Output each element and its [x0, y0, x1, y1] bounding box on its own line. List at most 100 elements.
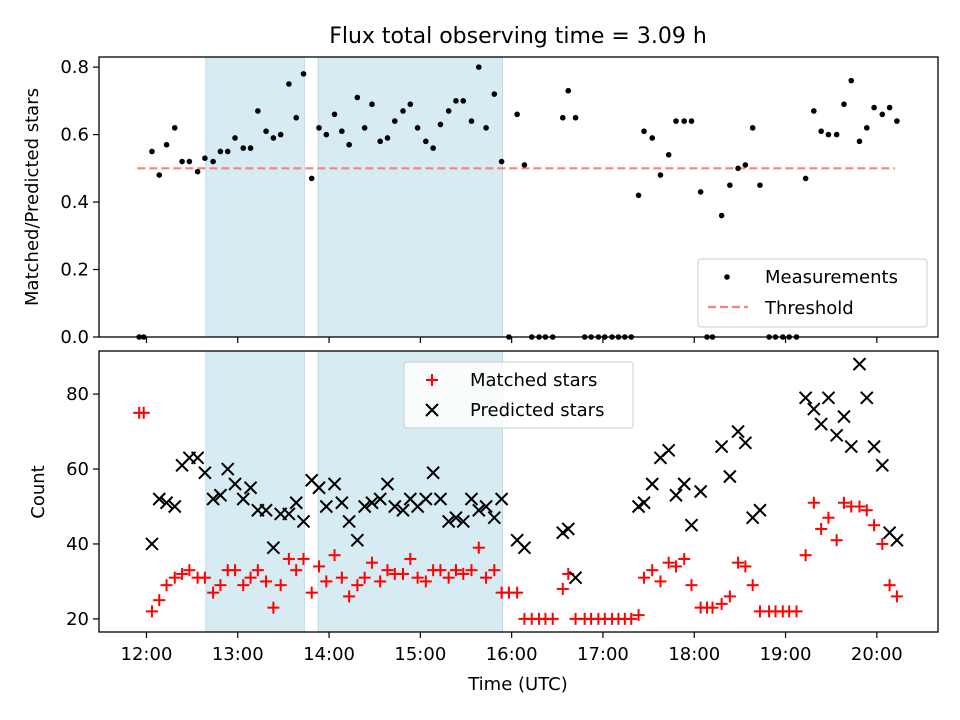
matched-star-point [404, 552, 417, 565]
measurement-point [521, 162, 528, 168]
matched-star-point [790, 605, 803, 618]
measurement-point [879, 111, 886, 118]
measurement-point [688, 118, 695, 124]
predicted-star-point [159, 496, 174, 510]
measurement-point [308, 175, 315, 182]
matched-star-point [365, 556, 378, 569]
predicted-star-point [373, 492, 387, 506]
bottom-panel-frame [98, 350, 939, 633]
measurement-point [886, 104, 893, 111]
predicted-star-point [875, 458, 890, 472]
measurement-point [727, 182, 733, 188]
matched-star-point [732, 556, 745, 569]
predicted-star-point [396, 503, 410, 517]
matched-star-point [160, 579, 173, 592]
measurement-point [369, 101, 375, 108]
matched-star-point [815, 522, 828, 535]
matched-star-point [662, 556, 675, 569]
predicted-star-point [228, 477, 242, 491]
predicted-star-point [494, 492, 509, 506]
predicted-star-point [327, 477, 342, 491]
predicted-star-point [380, 477, 395, 491]
predicted-star-point [479, 499, 493, 514]
measurement-point [673, 118, 679, 124]
measurement-point [232, 135, 238, 141]
measurement-point [171, 125, 178, 131]
matched-star-point [137, 406, 150, 419]
matched-star-point [830, 534, 843, 547]
matched-star-point [358, 571, 371, 584]
predicted-star-point [296, 514, 311, 529]
legend-measurements-label: Measurements [765, 267, 898, 288]
matched-star-point [638, 571, 651, 584]
legend-predicted-marker [425, 403, 439, 417]
predicted-star-point [568, 570, 583, 585]
bottom-y-axis-label: Count [28, 465, 49, 518]
predicted-star-point [669, 488, 683, 502]
measurement-point [300, 71, 307, 77]
measurement-point [400, 108, 406, 114]
matched-star-point [419, 575, 432, 588]
matched-star-point [546, 612, 559, 625]
predicted-star-point [753, 503, 767, 517]
measurement-point [475, 64, 482, 70]
measurement-point [407, 101, 414, 108]
measurement-point [377, 138, 383, 145]
predicted-star-point [645, 477, 659, 491]
x-tick-label: 16:00 [486, 644, 538, 665]
predicted-star-point [206, 492, 220, 506]
measurement-point [649, 135, 656, 141]
y-tick-label: 0.0 [60, 327, 89, 348]
legend-threshold-label: Threshold [764, 298, 854, 319]
predicted-star-point [693, 484, 708, 499]
predicted-star-point [821, 391, 836, 405]
measurement-point [565, 87, 572, 94]
predicted-star-point [487, 511, 502, 525]
predicted-star-point [152, 492, 166, 506]
matched-star-point [381, 564, 394, 577]
measurement-point [468, 118, 475, 124]
measurement-point [498, 158, 505, 165]
measurement-point [361, 125, 368, 131]
predicted-star-point [221, 462, 235, 476]
predicted-star-point [388, 499, 402, 514]
matched-star-point [313, 560, 326, 573]
legend-measurements-marker [724, 274, 730, 280]
predicted-star-point [289, 496, 303, 510]
measurement-point [240, 145, 247, 151]
measurement-point [833, 131, 840, 138]
matched-star-point [654, 575, 667, 588]
matched-star-points [133, 406, 903, 625]
x-tick-label: 20:00 [851, 644, 903, 665]
measurement-point [460, 98, 467, 104]
matched-star-point [480, 571, 493, 584]
measurement-point [247, 145, 254, 151]
predicted-star-point [472, 503, 486, 517]
matched-star-point [822, 511, 835, 524]
predicted-star-point [517, 540, 532, 555]
top-legend: Measurements Threshold [697, 258, 928, 328]
top-panel: 0.00.20.40.60.8 Matched/Predicted stars … [22, 56, 939, 348]
measurement-point [210, 158, 216, 165]
measurement-point [163, 141, 170, 148]
measurement-point [572, 114, 579, 121]
measurement-point [825, 131, 832, 138]
matched-star-point [153, 594, 166, 607]
predicted-star-point [266, 540, 281, 555]
predicted-star-point [723, 469, 737, 484]
predicted-star-point [145, 537, 159, 551]
top-panel-frame [98, 56, 939, 338]
measurement-point [179, 158, 185, 165]
matched-star-point [251, 564, 264, 577]
chart-title: Flux total observing time = 3.09 h [329, 24, 707, 49]
matched-star-point [678, 552, 691, 565]
measurement-point [811, 108, 817, 114]
predicted-star-point [456, 514, 470, 529]
measurement-point [514, 111, 520, 118]
measurement-point [757, 182, 763, 188]
predicted-star-point [342, 514, 356, 529]
predicted-star-point [814, 417, 828, 431]
predicted-star-point [433, 492, 448, 506]
matched-star-point [706, 601, 719, 614]
